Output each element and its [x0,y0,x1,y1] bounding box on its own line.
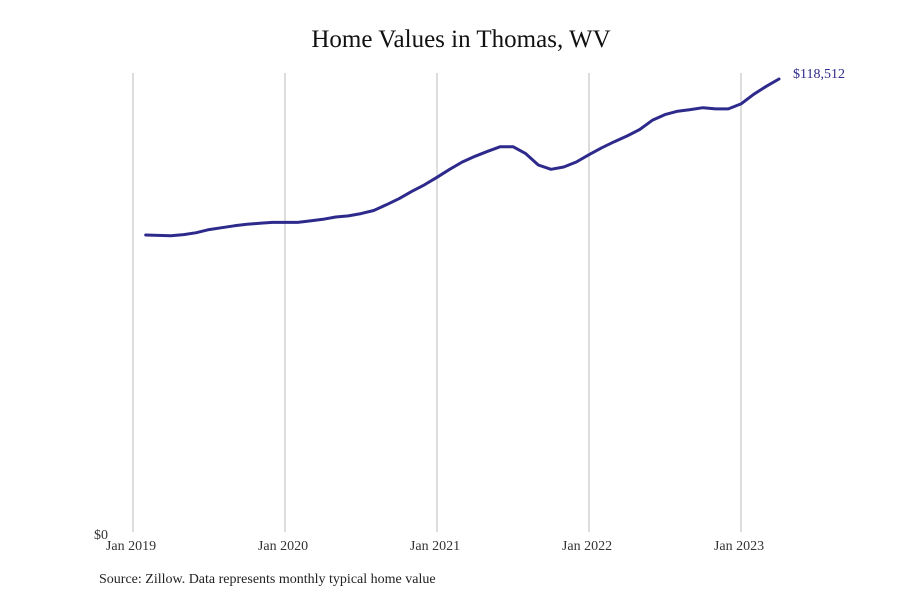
x-tick-label: Jan 2021 [410,539,460,554]
x-tick-label: Jan 2023 [714,539,764,554]
y-axis-zero-label: $0 [94,528,108,543]
x-axis-labels: Jan 2019 Jan 2020 Jan 2021 Jan 2022 Jan 2023 [106,539,764,554]
x-tick-label: Jan 2022 [562,539,612,554]
x-tick-label: Jan 2020 [258,539,308,554]
source-note: Source: Zillow. Data represents monthly … [99,572,436,587]
x-tick-label: Jan 2019 [106,539,156,554]
chart-title: Home Values in Thomas, WV [311,26,611,53]
home-value-line [144,77,781,238]
gridlines [132,73,742,532]
latest-value-label: $118,512 [793,67,845,82]
